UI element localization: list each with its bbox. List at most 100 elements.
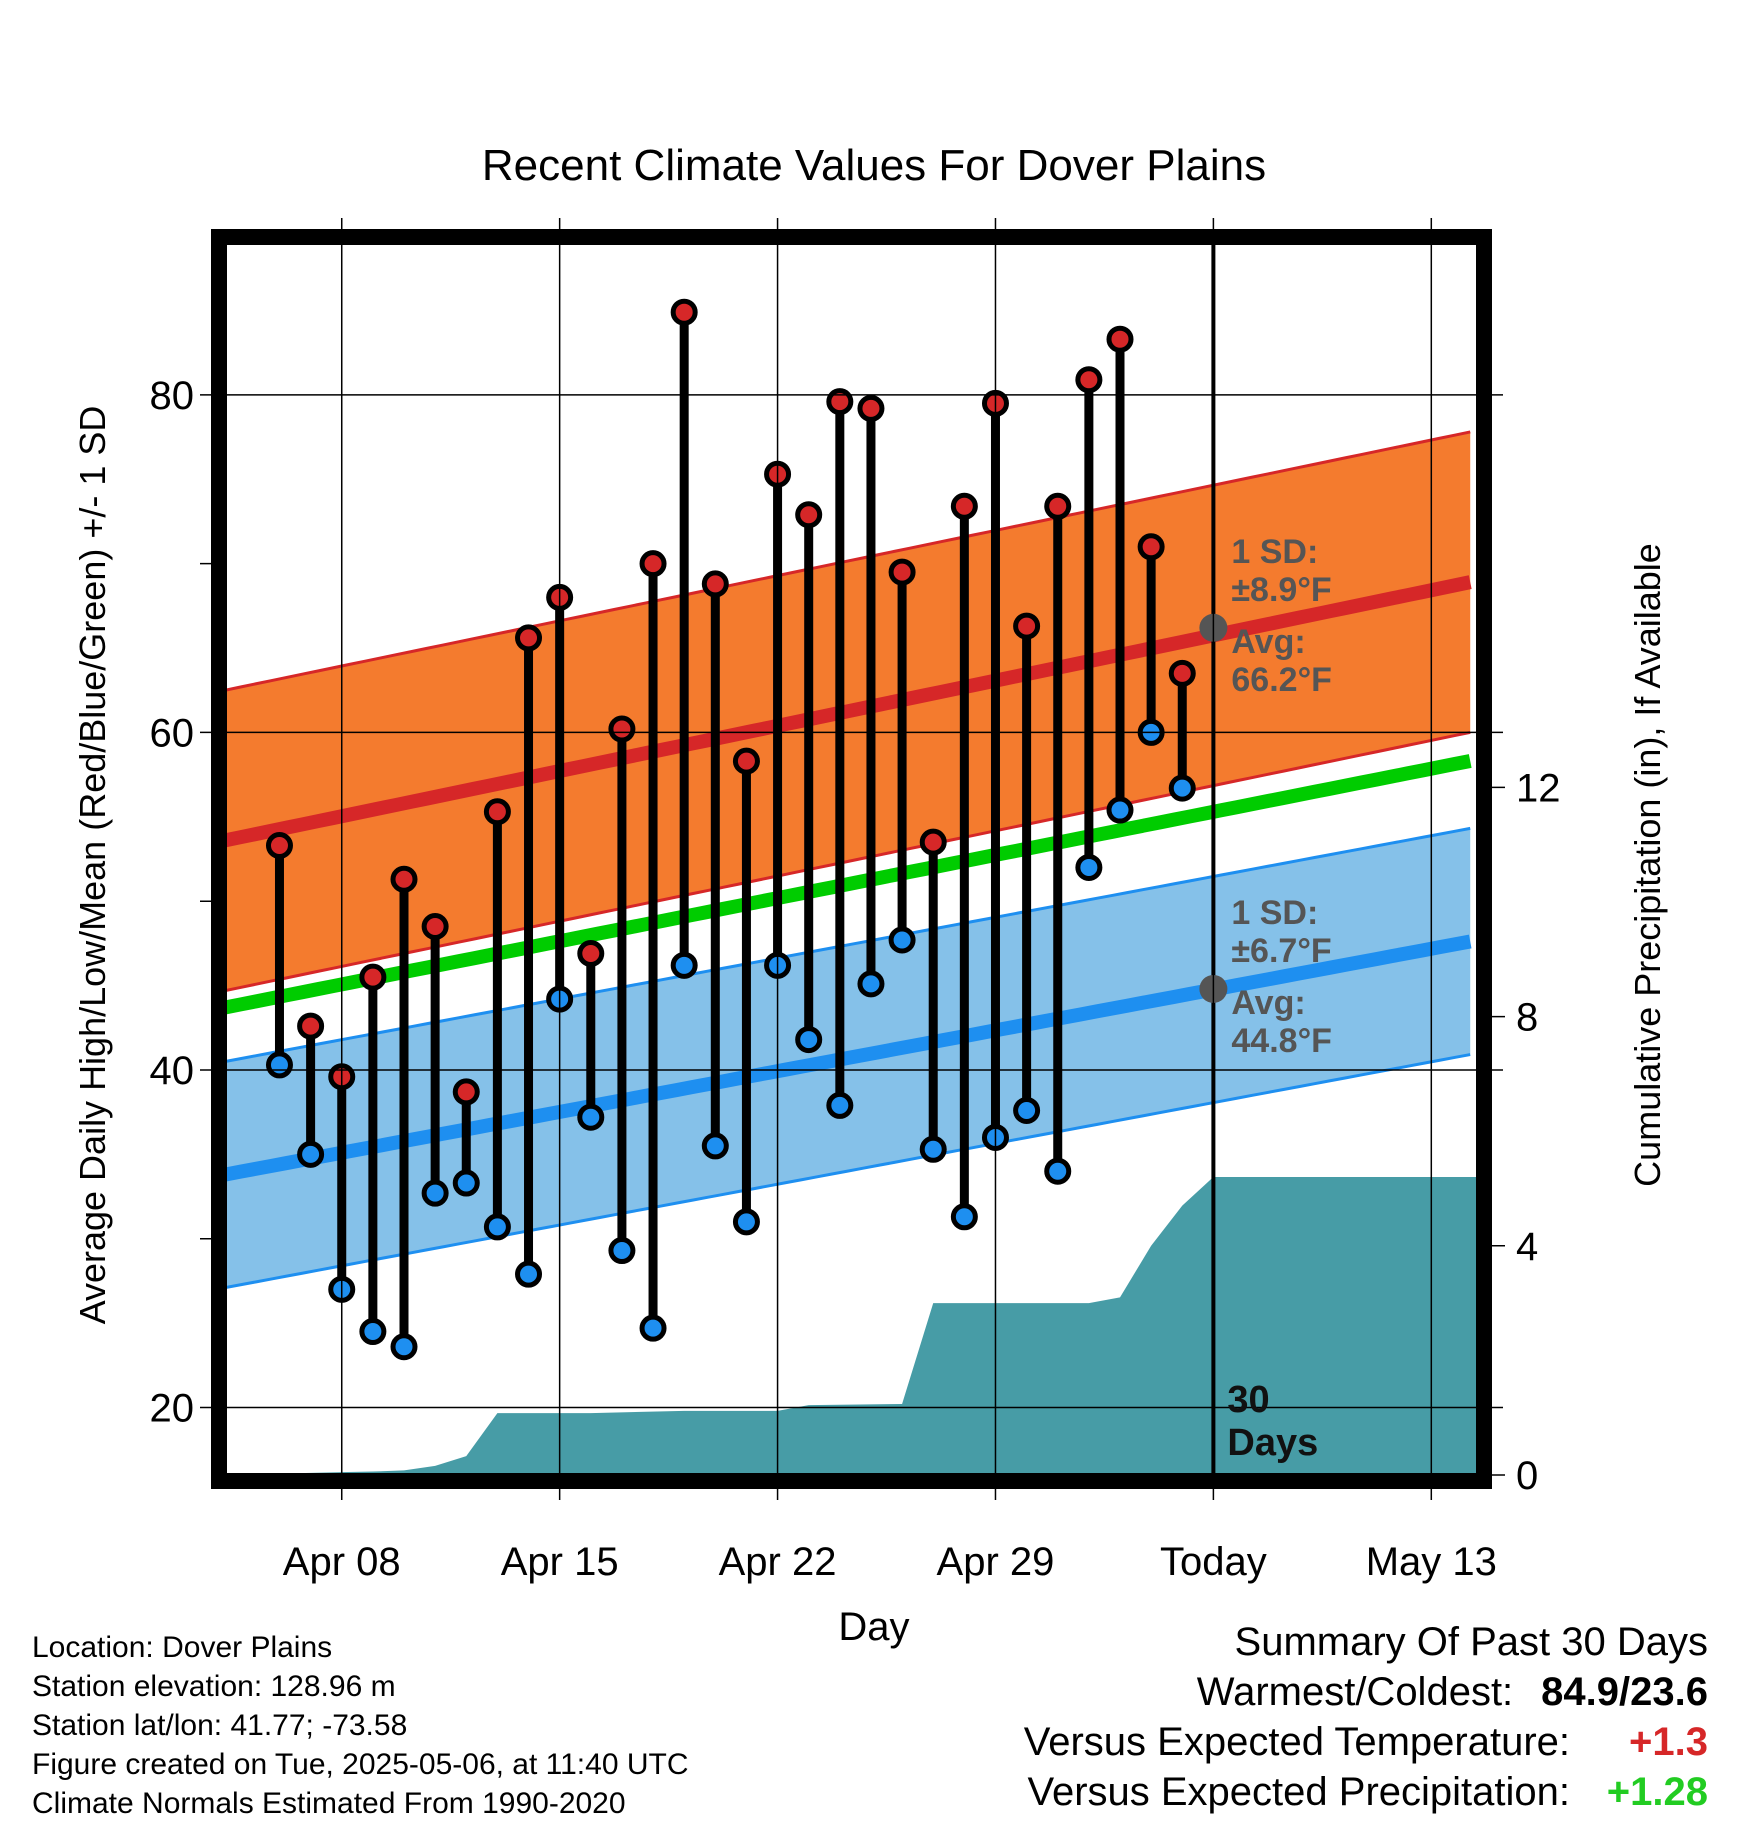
- x-tick-label: Today: [1160, 1540, 1267, 1584]
- x-tick-label: May 13: [1366, 1540, 1497, 1584]
- daily-low-point: [701, 1132, 729, 1160]
- latlon-text: Station lat/lon: 41.77; -73.58: [32, 1709, 408, 1742]
- daily-low-point: [888, 926, 916, 954]
- daily-high-point: [701, 570, 729, 598]
- low-sd-label: 1 SD:: [1231, 894, 1318, 932]
- low-avg-label: Avg:: [1231, 984, 1305, 1022]
- daily-high-point: [515, 624, 543, 652]
- daily-high-point: [483, 798, 511, 826]
- y2-tick-label: 12: [1516, 766, 1561, 810]
- days-unit-label: Days: [1227, 1422, 1318, 1464]
- daily-low-point: [297, 1140, 325, 1168]
- daily-low-point: [639, 1314, 667, 1342]
- y2-tick-label: 4: [1516, 1225, 1538, 1269]
- summary-title: Summary Of Past 30 Days: [1234, 1620, 1708, 1664]
- warm-cold-label: Warmest/Coldest:: [1196, 1670, 1514, 1714]
- daily-low-point: [919, 1135, 947, 1163]
- daily-low-point: [1168, 774, 1196, 802]
- precip-value: +1.28: [1606, 1770, 1708, 1814]
- high-avg-label: Avg:: [1231, 623, 1305, 661]
- x-tick-label: Apr 29: [937, 1540, 1055, 1584]
- daily-high-point: [577, 940, 605, 968]
- daily-high-point: [1106, 325, 1134, 353]
- daily-high-point: [1013, 612, 1041, 640]
- daily-low-point: [1075, 853, 1103, 881]
- summary-temp: Versus Expected Temperature: +1.3: [1024, 1717, 1708, 1767]
- daily-low-point: [608, 1237, 636, 1265]
- daily-high-point: [265, 831, 293, 859]
- y2-tick-label: 0: [1516, 1454, 1538, 1498]
- summary-panel: Summary Of Past 30 Days Warmest/Coldest:…: [1024, 1617, 1708, 1817]
- summary-precip: Versus Expected Precipitation: +1.28: [1024, 1767, 1708, 1817]
- daily-high-point: [1075, 366, 1103, 394]
- daily-high-point: [1168, 659, 1196, 687]
- daily-low-point: [515, 1260, 543, 1288]
- temp-label: Versus Expected Temperature:: [1023, 1720, 1570, 1764]
- plot-frame: [211, 229, 1492, 1489]
- elevation-text: Station elevation: 128.96 m: [32, 1670, 396, 1703]
- daily-high-point: [732, 747, 760, 775]
- days-count-label: 30: [1227, 1379, 1269, 1421]
- low-sd-value: ±6.7°F: [1231, 932, 1331, 970]
- daily-high-point: [608, 715, 636, 743]
- daily-high-point: [421, 913, 449, 941]
- daily-low-point: [577, 1103, 605, 1131]
- y-tick-label: 20: [150, 1386, 195, 1430]
- daily-high-point: [826, 388, 854, 416]
- daily-low-point: [421, 1179, 449, 1207]
- daily-high-point: [857, 394, 885, 422]
- daily-low-point: [265, 1051, 293, 1079]
- high-sd-label: 1 SD:: [1231, 533, 1318, 571]
- y-tick-label: 80: [150, 374, 195, 418]
- station-info: Location: Dover Plains Station elevation…: [32, 1628, 689, 1823]
- summary-warm-cold: Warmest/Coldest: 84.9/23.6: [1024, 1667, 1708, 1717]
- daily-high-point: [297, 1012, 325, 1040]
- daily-high-point: [888, 558, 916, 586]
- low-avg-value: 44.8°F: [1231, 1022, 1332, 1060]
- daily-low-point: [1044, 1157, 1072, 1185]
- normals-text: Climate Normals Estimated From 1990-2020: [32, 1787, 626, 1820]
- high-avg-value: 66.2°F: [1231, 661, 1332, 699]
- daily-high-point: [390, 865, 418, 893]
- daily-low-point: [950, 1203, 978, 1231]
- daily-low-point: [670, 951, 698, 979]
- y-axis-label: Average Daily High/Low/Mean (Red/Blue/Gr…: [72, 406, 113, 1325]
- daily-low-point: [359, 1318, 387, 1346]
- x-tick-label: Apr 22: [719, 1540, 837, 1584]
- daily-low-point: [826, 1091, 854, 1119]
- daily-low-point: [483, 1213, 511, 1241]
- warm-cold-value: 84.9/23.6: [1541, 1670, 1708, 1714]
- temp-value: +1.3: [1629, 1720, 1708, 1764]
- daily-low-point: [1013, 1096, 1041, 1124]
- x-axis-label: Day: [838, 1605, 909, 1649]
- location-text: Location: Dover Plains: [32, 1631, 333, 1664]
- y2-axis-label: Cumulative Precipitation (in), If Availa…: [1627, 543, 1668, 1187]
- y-tick-label: 40: [150, 1049, 195, 1093]
- daily-low-point: [1106, 796, 1134, 824]
- high-band-upper-edge: [225, 430, 1471, 692]
- daily-high-point: [950, 492, 978, 520]
- daily-low-point: [390, 1333, 418, 1361]
- plot-inner: [225, 243, 1478, 1475]
- x-tick-label: Apr 08: [283, 1540, 401, 1584]
- daily-low-point: [795, 1026, 823, 1054]
- low-band-lower-edge: [225, 1053, 1471, 1290]
- chart-title: Recent Climate Values For Dover Plains: [482, 141, 1266, 190]
- y2-tick-label: 8: [1516, 996, 1538, 1040]
- normal-high-line: [225, 575, 1472, 848]
- created-text: Figure created on Tue, 2025-05-06, at 11…: [32, 1748, 689, 1781]
- daily-high-point: [795, 501, 823, 529]
- x-tick-label: Apr 15: [501, 1540, 619, 1584]
- daily-high-point: [919, 828, 947, 856]
- high-sd-value: ±8.9°F: [1231, 571, 1331, 609]
- daily-high-point: [1044, 492, 1072, 520]
- daily-high-point: [1137, 533, 1165, 561]
- daily-high-point: [670, 298, 698, 326]
- daily-high-point: [359, 963, 387, 991]
- daily-high-point: [452, 1078, 480, 1106]
- precip-area: [225, 1177, 1478, 1475]
- daily-low-point: [857, 970, 885, 998]
- precip-label: Versus Expected Precipitation:: [1027, 1770, 1570, 1814]
